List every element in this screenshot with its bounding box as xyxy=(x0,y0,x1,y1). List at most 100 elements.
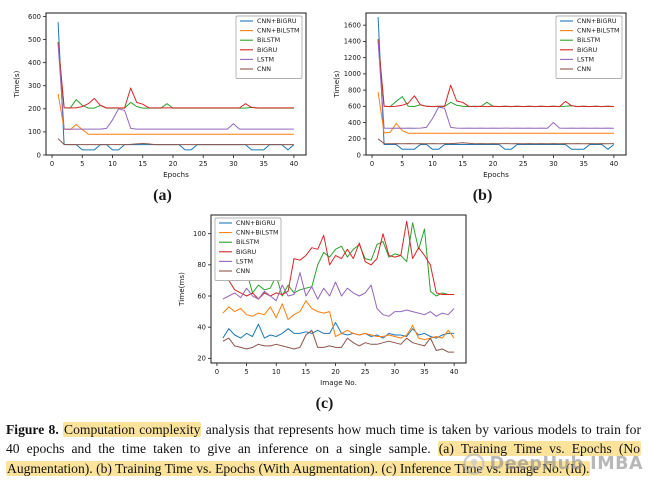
x-tick-label: 30 xyxy=(549,160,558,168)
y-tick-label: 100 xyxy=(28,128,41,136)
y-tick-label: 0 xyxy=(357,151,361,159)
x-tick-label: 20 xyxy=(489,160,498,168)
top-charts-row: 0 5 10 15 20 25 30 35 40 0 100 200 300 400 500 600 Epoch… xyxy=(0,0,649,206)
legend-label-CNN: CNN xyxy=(577,65,591,73)
y-tick-label: 0 xyxy=(37,151,41,159)
y-tick-label: 800 xyxy=(348,86,361,94)
legend-label-CNN: CNN xyxy=(236,267,250,275)
panel-b: 0 5 10 15 20 25 30 35 40 0 200 400 600 800 1000 1200 140… xyxy=(330,6,635,206)
y-axis-label: Time(ms) xyxy=(177,272,186,307)
series-line-CNN+BiLSTM xyxy=(377,92,614,134)
legend-label-CNN+BiLSTM: CNN+BiLSTM xyxy=(257,27,300,35)
caption-body-text: analysis that represents how much time i… xyxy=(6,422,642,457)
x-tick-label: 40 xyxy=(610,160,619,168)
x-tick-label: 25 xyxy=(199,160,208,168)
y-tick-label: 1000 xyxy=(344,70,361,78)
chart-b-canvas: 0 5 10 15 20 25 30 35 40020040060080010001200140… xyxy=(332,12,627,179)
series-line-CNN+BiGRU xyxy=(221,322,454,339)
caption-figure-label: Figure 8. xyxy=(6,422,59,437)
panel-b-label: (b) xyxy=(472,187,493,204)
panel-a: 0 5 10 15 20 25 30 35 40 0 100 200 300 400 500 600 Epoch… xyxy=(10,6,315,206)
panel-c: 0 5 10 15 20 25 30 35 40 20 40 60 80 100 Image No. Time… xyxy=(175,208,475,414)
x-tick-label: 15 xyxy=(138,160,147,168)
legend-box xyxy=(235,15,303,79)
plot-border xyxy=(210,214,466,364)
legend-box xyxy=(555,15,623,79)
panel-a-label: (a) xyxy=(153,187,172,204)
y-tick-label: 60 xyxy=(197,292,206,300)
x-tick-label: 30 xyxy=(390,368,399,376)
x-tick-label: 35 xyxy=(420,368,429,376)
legend-label-LSTM: LSTM xyxy=(236,257,253,265)
y-tick-label: 20 xyxy=(197,355,206,363)
legend-label-BiGRU: BiGRU xyxy=(236,248,257,256)
legend-label-CNN+BiLSTM: CNN+BiLSTM xyxy=(577,27,620,35)
series-line-CNN+BiLSTM xyxy=(57,93,294,135)
y-tick-label: 80 xyxy=(197,261,206,269)
x-tick-label: 25 xyxy=(519,160,528,168)
x-tick-label: 40 xyxy=(449,368,458,376)
series-line-CNN xyxy=(222,329,454,353)
y-tick-label: 100 xyxy=(193,230,206,238)
x-tick-label: 10 xyxy=(428,160,437,168)
legend-label-BiLSTM: BiLSTM xyxy=(577,36,600,44)
y-tick-label: 1600 xyxy=(344,21,361,29)
legend-label-CNN: CNN xyxy=(257,65,271,73)
figure-caption: Figure 8. Computation complexity analysi… xyxy=(0,414,649,478)
x-axis-label: Epochs xyxy=(483,170,509,179)
x-tick-label: 5 xyxy=(244,368,248,376)
series-line-CNN+BiGRU xyxy=(377,17,615,150)
y-tick-label: 400 xyxy=(28,59,41,67)
x-tick-label: 0 xyxy=(370,160,374,168)
x-tick-label: 10 xyxy=(108,160,117,168)
x-tick-label: 40 xyxy=(290,160,299,168)
x-tick-label: 5 xyxy=(400,160,404,168)
y-tick-label: 40 xyxy=(197,323,206,331)
series-line-BiLSTM xyxy=(222,222,454,297)
series-line-CNN xyxy=(57,138,294,146)
series-line-LSTM xyxy=(377,41,614,129)
legend-box xyxy=(214,217,281,281)
series-line-BiGRU xyxy=(57,42,294,109)
series-line-CNN xyxy=(377,138,614,145)
panel-c-label: (c) xyxy=(315,395,334,412)
y-tick-label: 200 xyxy=(28,105,41,113)
series-line-LSTM xyxy=(57,44,294,130)
plot-border xyxy=(45,12,307,156)
x-axis-label: Epochs xyxy=(163,170,189,179)
y-tick-label: 500 xyxy=(28,36,41,44)
y-tick-label: 600 xyxy=(348,103,361,111)
series-line-CNN+BiLSTM xyxy=(222,300,454,341)
x-tick-label: 15 xyxy=(458,160,467,168)
legend-label-CNN+BiGRU: CNN+BiGRU xyxy=(236,219,276,227)
chart-a-canvas: 0 5 10 15 20 25 30 35 400100200300400500600Epoch… xyxy=(12,12,307,179)
y-tick-label: 400 xyxy=(348,119,361,127)
y-tick-label: 1200 xyxy=(344,54,361,62)
legend-label-LSTM: LSTM xyxy=(257,55,274,63)
legend-label-BiGRU: BiGRU xyxy=(257,46,278,54)
x-tick-label: 25 xyxy=(360,368,369,376)
y-tick-label: 300 xyxy=(28,82,41,90)
plot-border xyxy=(365,12,627,156)
x-tick-label: 35 xyxy=(579,160,588,168)
legend-label-CNN+BiGRU: CNN+BiGRU xyxy=(257,17,297,25)
y-tick-label: 1400 xyxy=(344,38,361,46)
x-tick-label: 0 xyxy=(50,160,54,168)
x-tick-label: 15 xyxy=(301,368,310,376)
legend-label-BiGRU: BiGRU xyxy=(577,46,598,54)
legend-label-CNN+BiGRU: CNN+BiGRU xyxy=(577,17,617,25)
y-tick-label: 200 xyxy=(348,135,361,143)
x-tick-label: 0 xyxy=(214,368,218,376)
x-tick-label: 10 xyxy=(271,368,280,376)
caption-highlight-1: Computation complexity xyxy=(63,422,202,437)
x-tick-label: 35 xyxy=(259,160,268,168)
bottom-chart-row: 0 5 10 15 20 25 30 35 40 20 40 60 80 100 Image No. Time… xyxy=(0,208,649,414)
x-tick-label: 20 xyxy=(169,160,178,168)
x-axis-label: Image No. xyxy=(320,378,357,387)
y-axis-label: Time(s) xyxy=(12,70,21,98)
x-tick-label: 20 xyxy=(331,368,340,376)
series-line-BiGRU xyxy=(377,39,614,108)
